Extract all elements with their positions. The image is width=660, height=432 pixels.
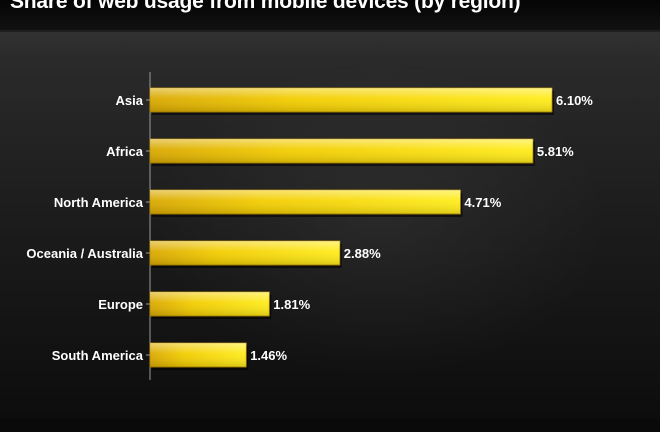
- value-label: 6.10%: [556, 93, 593, 108]
- value-label: 2.88%: [344, 246, 381, 261]
- value-label: 5.81%: [537, 144, 574, 159]
- category-label: Africa: [106, 144, 144, 159]
- bar-highlight: [150, 139, 533, 163]
- bar-highlight: [150, 241, 340, 265]
- bar-highlight: [150, 88, 552, 112]
- category-label: South America: [52, 348, 144, 363]
- chart-title: Share of web usage from mobile devices (…: [10, 0, 521, 13]
- category-label: Asia: [116, 93, 144, 108]
- category-label: North America: [54, 195, 144, 210]
- bottom-band: [0, 418, 660, 432]
- value-label: 1.46%: [250, 348, 287, 363]
- value-label: 4.71%: [464, 195, 501, 210]
- bar-highlight: [150, 190, 461, 214]
- category-label: Oceania / Australia: [26, 246, 143, 261]
- value-label: 1.81%: [273, 297, 310, 312]
- bar-highlight: [150, 343, 247, 367]
- bar-highlight: [150, 292, 270, 316]
- category-label: Europe: [98, 297, 143, 312]
- title-bar: Share of web usage from mobile devices (…: [0, 0, 660, 32]
